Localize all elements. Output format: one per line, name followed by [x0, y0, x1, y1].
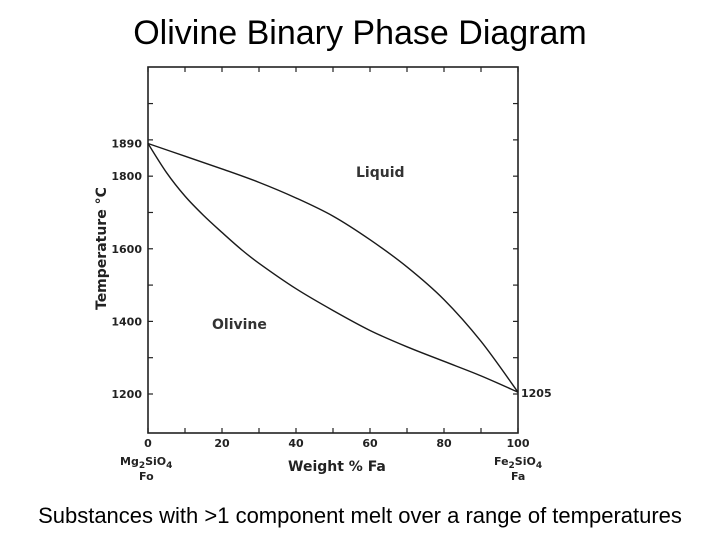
y-tick-label: 1400: [111, 315, 142, 328]
x-tick-label: 0: [144, 437, 152, 450]
y-tick-label: 1800: [111, 170, 142, 183]
solidus-curve: [147, 143, 519, 393]
tick-marks: [147, 67, 519, 433]
x-tick-label: 100: [507, 437, 530, 450]
page-title: Olivine Binary Phase Diagram: [133, 14, 587, 52]
right-end-abbr: Fa: [511, 470, 525, 483]
olivine-region-label: Olivine: [212, 317, 267, 333]
x-tick-labels: 0 20 40 60 80 100: [144, 437, 530, 450]
y-tick-label: 1890: [111, 138, 142, 151]
right-end-formula: Fe2SiO4: [494, 455, 542, 471]
x-tick-label: 60: [362, 437, 378, 450]
liquidus-curve: [147, 142, 519, 393]
y-tick-labels: 1200 1400 1600 1800 1890: [111, 138, 142, 402]
caption-text: Substances with >1 component melt over a…: [38, 503, 682, 528]
left-end-formula: Mg2SiO4: [120, 455, 172, 471]
left-end-abbr: Fo: [139, 470, 154, 483]
x-axis-title: Weight % Fa: [288, 459, 386, 475]
liquid-region-label: Liquid: [356, 165, 405, 181]
x-tick-label: 80: [436, 437, 452, 450]
phase-curves: [147, 142, 519, 393]
right-endpoint-label: 1205: [521, 387, 552, 400]
x-tick-label: 20: [214, 437, 230, 450]
y-tick-label: 1200: [111, 388, 142, 401]
y-axis-title: Temperature °C: [94, 187, 110, 310]
y-tick-label: 1600: [111, 243, 142, 256]
plot-frame: [147, 66, 519, 434]
x-tick-label: 40: [288, 437, 304, 450]
